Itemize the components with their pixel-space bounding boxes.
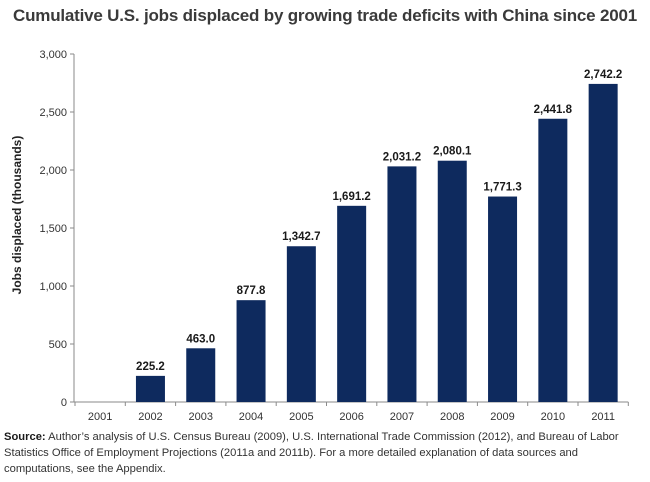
bar [135,375,165,402]
x-tick-label: 2001 [88,411,112,423]
bar [286,246,316,402]
bar [437,160,467,402]
data-label: 2,742.2 [584,69,622,81]
data-label: 1,771.3 [483,182,521,194]
data-label: 1,691.2 [332,191,370,203]
bar [538,118,568,403]
bar [387,166,417,402]
data-label: 2,031.2 [383,151,421,163]
y-tick-label: 1,500 [39,223,67,235]
bar [488,196,518,402]
data-label: 2,080.1 [433,146,472,158]
x-tick-label: 2011 [591,411,615,423]
y-tick-label: 3,000 [39,49,67,61]
x-tick-label: 2002 [138,411,162,423]
source-label: Source: [4,431,46,443]
y-tick-label: 500 [49,339,67,351]
x-tick-label: 2008 [440,411,464,423]
x-tick-label: 2003 [189,411,213,423]
y-tick-label: 1,000 [39,281,67,293]
data-label: 1,342.7 [282,231,320,243]
y-tick-label: 2,500 [39,107,67,119]
source-text: Author’s analysis of U.S. Census Bureau … [4,431,619,475]
bar [186,348,216,402]
bar [236,300,266,402]
chart-title: Cumulative U.S. jobs displaced by growin… [13,6,637,25]
data-label: 463.0 [186,333,215,345]
y-tick-label: 0 [61,397,67,409]
x-tick-label: 2004 [239,411,263,423]
x-tick-label: 2009 [490,411,514,423]
bar [588,83,618,403]
bar [337,205,367,402]
y-tick-label: 2,000 [39,165,67,177]
data-label: 2,441.8 [534,104,573,116]
data-label: 225.2 [136,361,165,373]
bar-chart: 0 500 1,000 1,500 2,000 2,500 3,000 2001 225.2 20… [39,49,629,423]
x-tick-label: 2007 [390,411,414,423]
data-label: 877.8 [237,285,266,297]
x-tick-label: 2010 [541,411,565,423]
x-tick-label: 2005 [289,411,313,423]
source-note: Source: Author’s analysis of U.S. Census… [4,429,646,477]
x-tick-label: 2006 [339,411,363,423]
